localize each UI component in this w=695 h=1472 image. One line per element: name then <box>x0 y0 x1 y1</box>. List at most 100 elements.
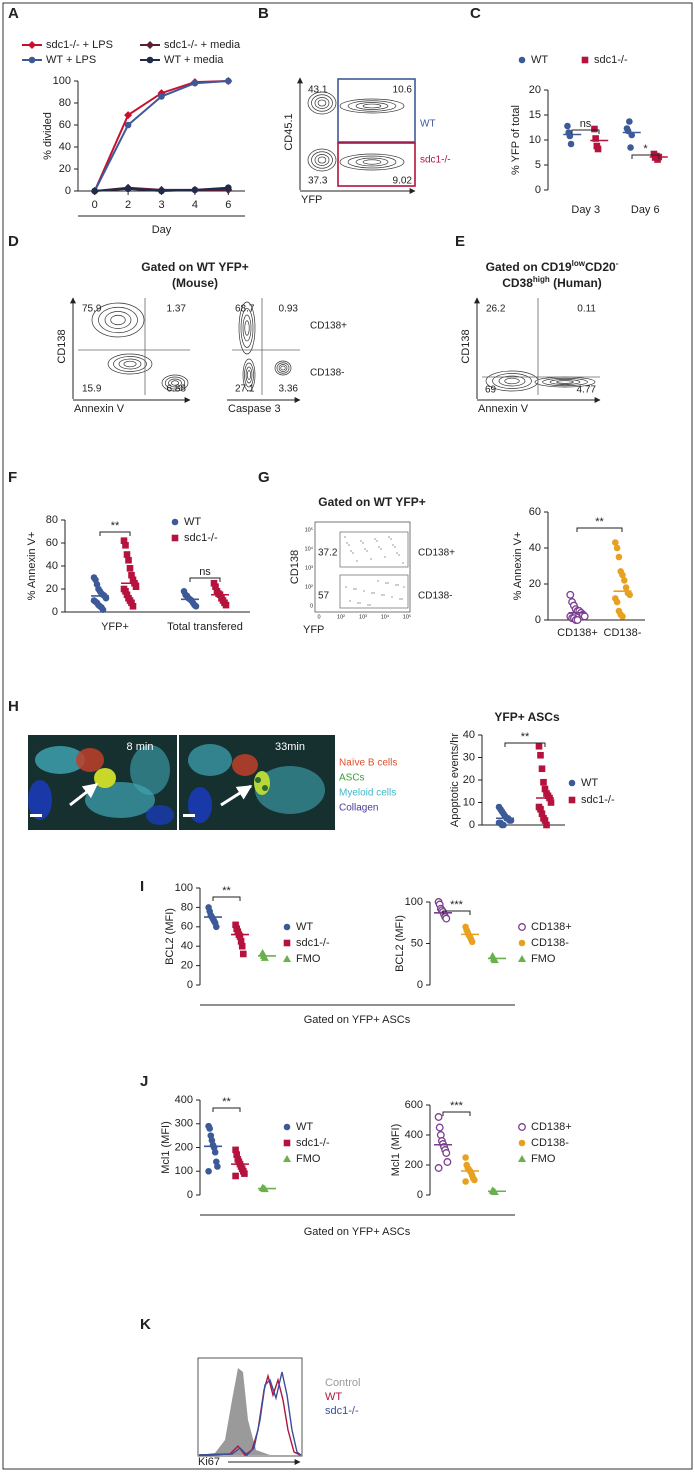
y-tick-label: 10 <box>463 796 475 808</box>
y-tick-label: 200 <box>175 1141 193 1153</box>
y-tick-label: 0 <box>187 1189 193 1201</box>
point <box>129 602 137 610</box>
contour <box>118 358 142 370</box>
x-label: YFP <box>303 624 324 636</box>
quadrant-value: 37.2 <box>318 548 338 559</box>
point <box>126 565 134 572</box>
channel-label: Myeloid cells <box>339 788 396 799</box>
event-dot <box>359 602 361 604</box>
contour <box>168 378 182 388</box>
quadrant-value: 10.6 <box>393 85 413 96</box>
flow-plot: Caspase 3 68.7 0.93 27.1 3.36 CD138+ CD138- <box>227 298 347 415</box>
event-dot <box>364 548 366 550</box>
x-tick-label: Day 6 <box>631 204 660 216</box>
legend-label: WT + LPS <box>46 54 96 66</box>
point <box>443 1158 452 1166</box>
quadrant-value: 75.9 <box>82 304 102 315</box>
x-label: YFP <box>301 194 322 206</box>
y-tick-label: 400 <box>175 1094 193 1106</box>
x-tick-label: 10² <box>337 614 345 620</box>
point <box>442 1149 451 1157</box>
y-tick-label: 200 <box>405 1159 423 1171</box>
quadrant-value: 37.3 <box>308 176 328 187</box>
quadrant-value: 43.1 <box>308 85 328 96</box>
contour <box>161 374 189 392</box>
legend-label: CD138+ <box>531 921 572 933</box>
y-tick-label: 30 <box>463 751 475 763</box>
event-dot <box>392 544 394 546</box>
point <box>240 950 247 958</box>
group-label: Gated on YFP+ ASCs <box>304 1226 411 1238</box>
contour <box>311 94 333 112</box>
contour <box>339 153 405 171</box>
y-tick-label: 10³ <box>305 565 313 571</box>
contour <box>278 364 288 372</box>
point <box>132 583 140 590</box>
panel-title: CD38high (Human) <box>502 275 602 291</box>
contour <box>104 311 132 329</box>
quadrant-value: 6.88 <box>167 384 187 395</box>
significance-bracket <box>99 531 131 536</box>
point <box>462 1178 469 1185</box>
significance-label: ns <box>199 566 211 578</box>
legend-label: WT <box>531 54 548 66</box>
time-label: 33min <box>275 741 305 753</box>
gate <box>337 78 416 143</box>
contour <box>246 370 252 380</box>
legend-marker <box>518 923 526 931</box>
y-tick-label: 100 <box>405 896 423 908</box>
y-label: CD138 <box>460 329 472 363</box>
y-tick-label: 0 <box>52 606 58 618</box>
point <box>591 125 598 133</box>
flow-plot: CD45.1 YFP 43.1 10.6 37.3 9.02 WT sdc1-/- <box>283 77 451 206</box>
point <box>540 778 547 786</box>
y-tick-label: 80 <box>181 901 193 913</box>
quadrant-value: 9.02 <box>393 176 413 187</box>
event-dot <box>346 542 348 544</box>
point <box>237 938 245 945</box>
contour <box>556 380 574 384</box>
point <box>435 1123 444 1132</box>
x-label: Annexin V <box>478 403 529 415</box>
contour <box>123 360 137 368</box>
y-label: % Annexin V+ <box>512 532 524 601</box>
point <box>535 742 543 750</box>
contour <box>238 301 256 355</box>
y-tick-label: 0 <box>65 185 71 197</box>
sdc1-curve <box>198 1371 302 1456</box>
panel-title: Gated on WT YFP+ <box>318 495 425 509</box>
x-label: Day <box>152 224 172 236</box>
point <box>538 765 546 773</box>
point <box>613 598 621 606</box>
contour <box>274 360 292 376</box>
event-dot <box>384 556 386 558</box>
channel-label: Collagen <box>339 803 378 814</box>
contour <box>314 97 330 109</box>
event-dot <box>385 582 387 584</box>
significance-label: ** <box>521 731 530 743</box>
panel-title: Gated on CD19lowCD20- <box>486 259 619 275</box>
point <box>123 591 131 599</box>
contour <box>492 373 532 389</box>
significance-label: ** <box>222 885 231 897</box>
wt-curve <box>198 1373 301 1456</box>
quadrant-value: 26.2 <box>486 304 506 315</box>
y-tick-label: 20 <box>529 84 541 96</box>
legend-label: FMO <box>296 953 321 965</box>
legend-marker <box>283 1155 291 1162</box>
point <box>210 579 218 587</box>
flow-plot: CD138 Annexin V 26.2 0.11 69 4.77 <box>460 297 601 415</box>
contour <box>355 157 389 167</box>
y-tick-label: 600 <box>405 1099 423 1111</box>
contour <box>542 377 588 387</box>
significance-bracket <box>631 154 660 159</box>
event-dot <box>344 536 346 538</box>
point <box>537 805 544 813</box>
event-dot <box>348 544 350 546</box>
contour <box>164 376 186 390</box>
point <box>129 576 137 584</box>
histogram-k: Ki67 Control WT sdc1-/- <box>197 1357 360 1468</box>
contour <box>245 366 253 384</box>
gate-label: sdc1-/- <box>420 155 451 166</box>
event-dot <box>360 540 362 542</box>
